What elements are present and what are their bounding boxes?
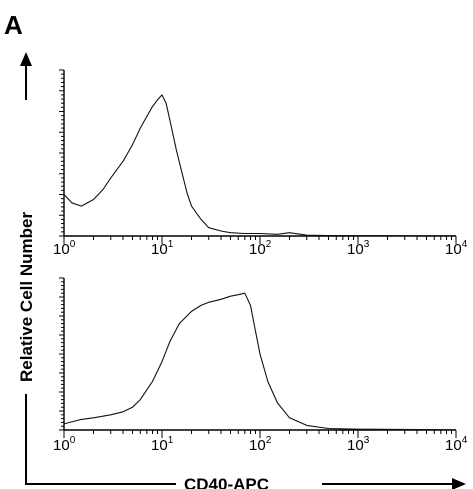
- bottom-x-tick-label: 104: [445, 435, 468, 454]
- histogram-panel-top: 100 101 102 103 104: [53, 69, 468, 258]
- bottom-x-tick-label: 100: [53, 435, 76, 454]
- x-arrow-head: [452, 478, 466, 489]
- bottom-histogram-series: [63, 292, 457, 431]
- top-x-tick-label: 101: [151, 239, 174, 258]
- y-axis-title-group: Relative Cell Number: [17, 52, 176, 485]
- top-x-tick-label: 102: [249, 239, 272, 258]
- bottom-x-tick-label: 101: [151, 435, 174, 454]
- panel-label: A: [4, 10, 23, 40]
- bottom-x-tick-label: 103: [347, 435, 370, 454]
- top-x-tick-label: 104: [445, 239, 468, 258]
- top-histogram-series: [63, 94, 457, 237]
- y-arrow-head: [20, 52, 32, 66]
- bottom-x-tick-label: 102: [249, 435, 272, 454]
- histogram-panel-bottom: 100 101 102 103 104: [53, 277, 468, 454]
- x-axis-title: CD40-APC: [184, 475, 269, 489]
- top-x-tick-label: 100: [53, 239, 76, 258]
- top-x-tick-label: 103: [347, 239, 370, 258]
- y-axis-title: Relative Cell Number: [17, 212, 36, 382]
- x-axis-title-group: CD40-APC: [184, 475, 466, 489]
